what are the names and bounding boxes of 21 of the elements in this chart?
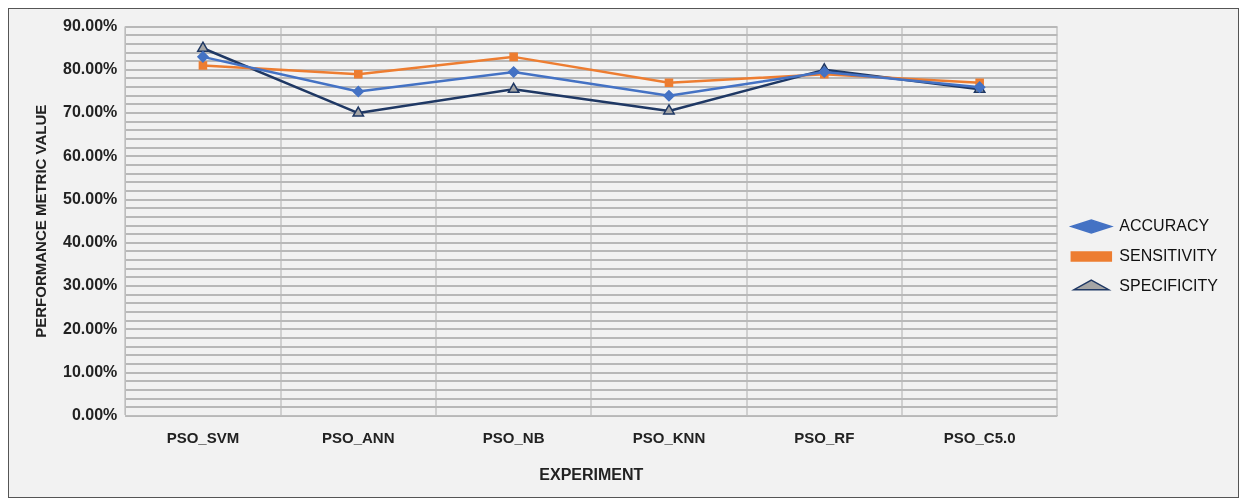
- y-tick-label: 70.00%: [63, 103, 118, 121]
- x-tick-label: PSO_NB: [482, 428, 545, 446]
- legend-label: SENSITIVITY: [1119, 246, 1218, 264]
- y-tick-label: 40.00%: [63, 233, 118, 251]
- y-tick-label: 60.00%: [63, 146, 118, 164]
- y-axis-title: PERFORMANCE METRIC VALUE: [32, 104, 50, 338]
- y-tick-label: 0.00%: [71, 406, 118, 424]
- x-tick-label: PSO_KNN: [632, 428, 706, 446]
- x-tick-label: PSO_C5.0: [943, 428, 1016, 446]
- y-tick-label: 50.00%: [63, 189, 118, 207]
- legend-label: ACCURACY: [1119, 216, 1210, 234]
- y-tick-label: 90.00%: [63, 17, 118, 35]
- x-tick-label: PSO_ANN: [322, 428, 395, 446]
- y-tick-label: 20.00%: [63, 319, 118, 337]
- legend-label: SPECIFICITY: [1119, 276, 1219, 294]
- x-tick-label: PSO_SVM: [166, 428, 240, 446]
- y-tick-label: 30.00%: [63, 276, 118, 294]
- x-axis-title: EXPERIMENT: [539, 465, 644, 483]
- y-tick-label: 10.00%: [63, 362, 118, 380]
- x-tick-label: PSO_RF: [794, 428, 855, 446]
- y-tick-label: 80.00%: [63, 60, 118, 78]
